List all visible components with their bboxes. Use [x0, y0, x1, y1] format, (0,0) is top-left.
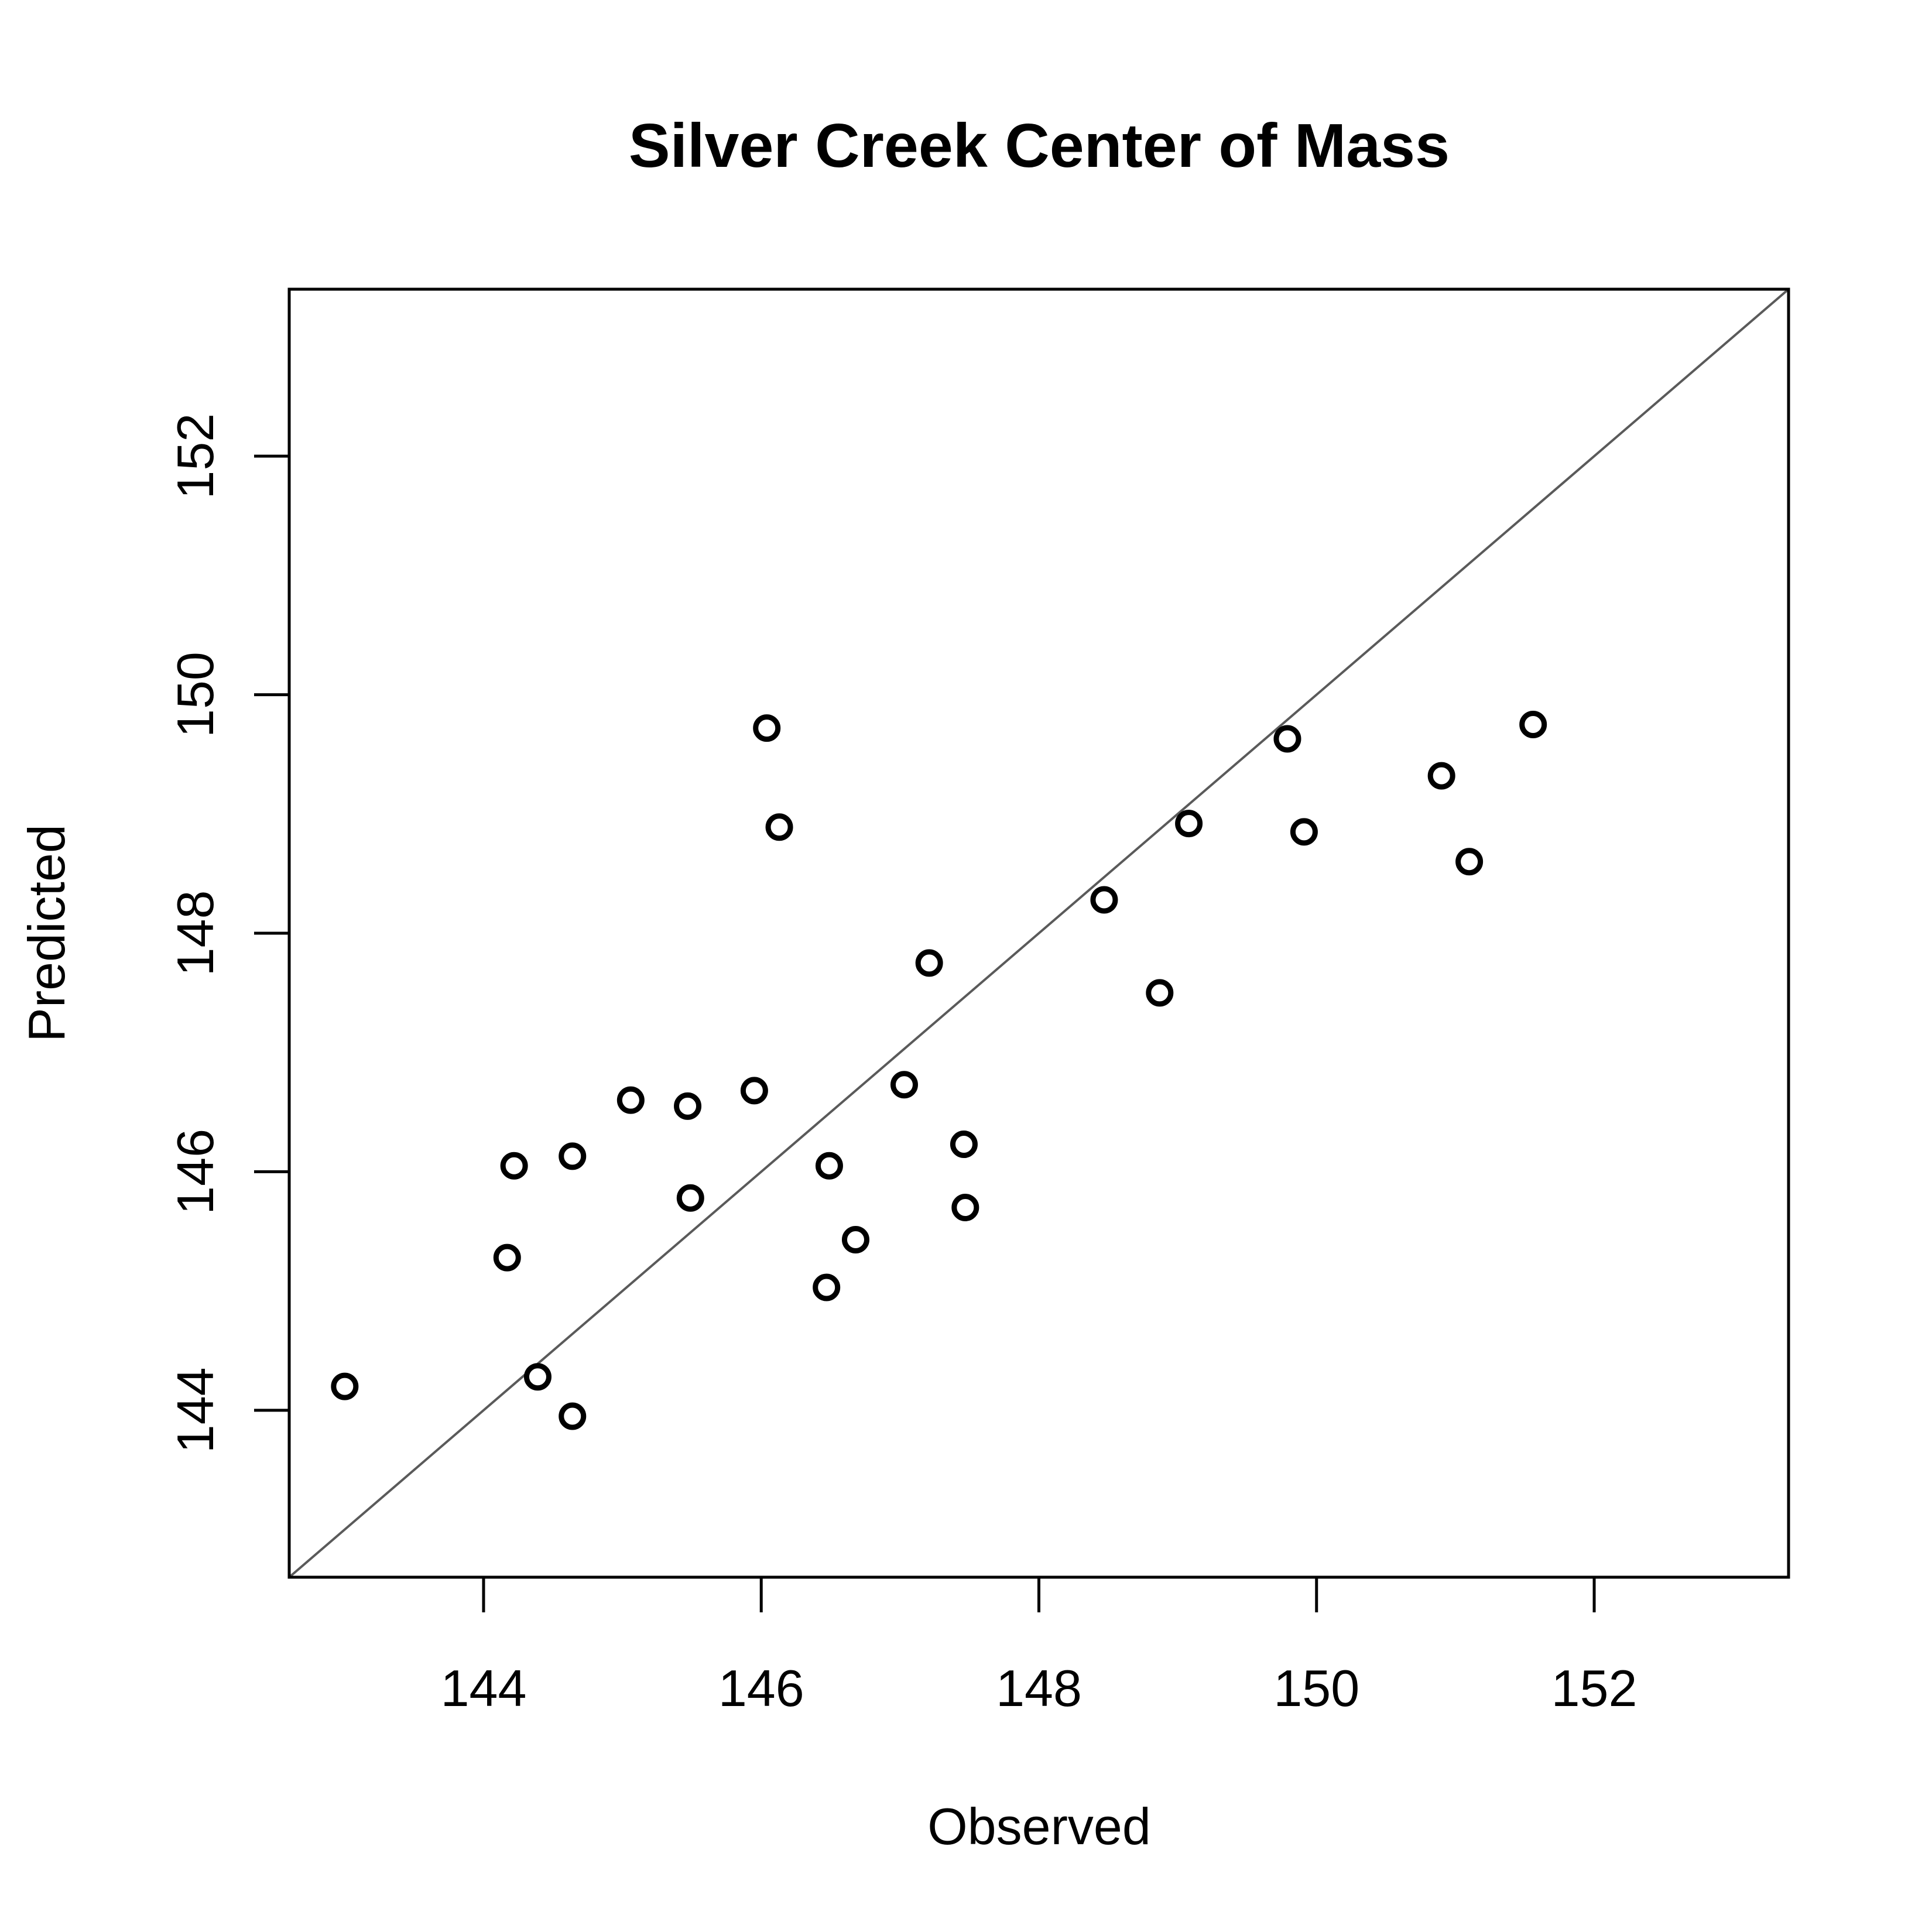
- data-point: [616, 1086, 645, 1114]
- data-point: [890, 1071, 918, 1099]
- data-point: [951, 1194, 979, 1222]
- data-point: [915, 949, 943, 977]
- data-point: [1519, 711, 1547, 739]
- x-tick-label: 146: [718, 1659, 804, 1717]
- data-point: [500, 1152, 528, 1180]
- data-point: [676, 1184, 704, 1212]
- data-point: [841, 1226, 869, 1254]
- y-tick-label: 152: [166, 413, 224, 499]
- data-point: [1090, 886, 1118, 914]
- y-axis-label: Predicted: [18, 824, 76, 1042]
- y-tick-label: 150: [166, 652, 224, 738]
- x-axis-label: Observed: [927, 1797, 1151, 1855]
- data-point: [765, 813, 793, 841]
- data-point: [813, 1273, 841, 1301]
- data-point: [523, 1363, 551, 1391]
- y-tick-label: 148: [166, 890, 224, 977]
- reference-line: [288, 288, 1790, 1578]
- y-tick-label: 144: [166, 1367, 224, 1453]
- data-point: [331, 1372, 359, 1400]
- y-tick-label: 146: [166, 1129, 224, 1215]
- data-point: [674, 1092, 702, 1120]
- plot-area: [288, 288, 1790, 1578]
- x-tick-label: 150: [1273, 1659, 1359, 1717]
- x-tick-label: 148: [996, 1659, 1082, 1717]
- data-point: [753, 714, 781, 742]
- data-point: [1146, 979, 1174, 1007]
- x-tick-label: 144: [441, 1659, 527, 1717]
- data-point: [815, 1152, 843, 1180]
- x-axis: 144 146 148 150 152: [441, 1575, 1638, 1717]
- data-point: [740, 1077, 768, 1105]
- data-point: [950, 1131, 978, 1159]
- data-point: [1273, 725, 1301, 753]
- y-axis: 144 146 148 150 152: [166, 413, 291, 1453]
- data-point: [559, 1142, 587, 1170]
- data-point: [1175, 810, 1203, 838]
- data-point: [1455, 848, 1484, 876]
- data-point: [1427, 762, 1455, 790]
- data-point: [1290, 818, 1318, 846]
- data-point: [559, 1402, 587, 1430]
- chart-title: Silver Creek Center of Mass: [629, 111, 1450, 180]
- data-point: [493, 1244, 521, 1272]
- x-tick-label: 152: [1551, 1659, 1638, 1717]
